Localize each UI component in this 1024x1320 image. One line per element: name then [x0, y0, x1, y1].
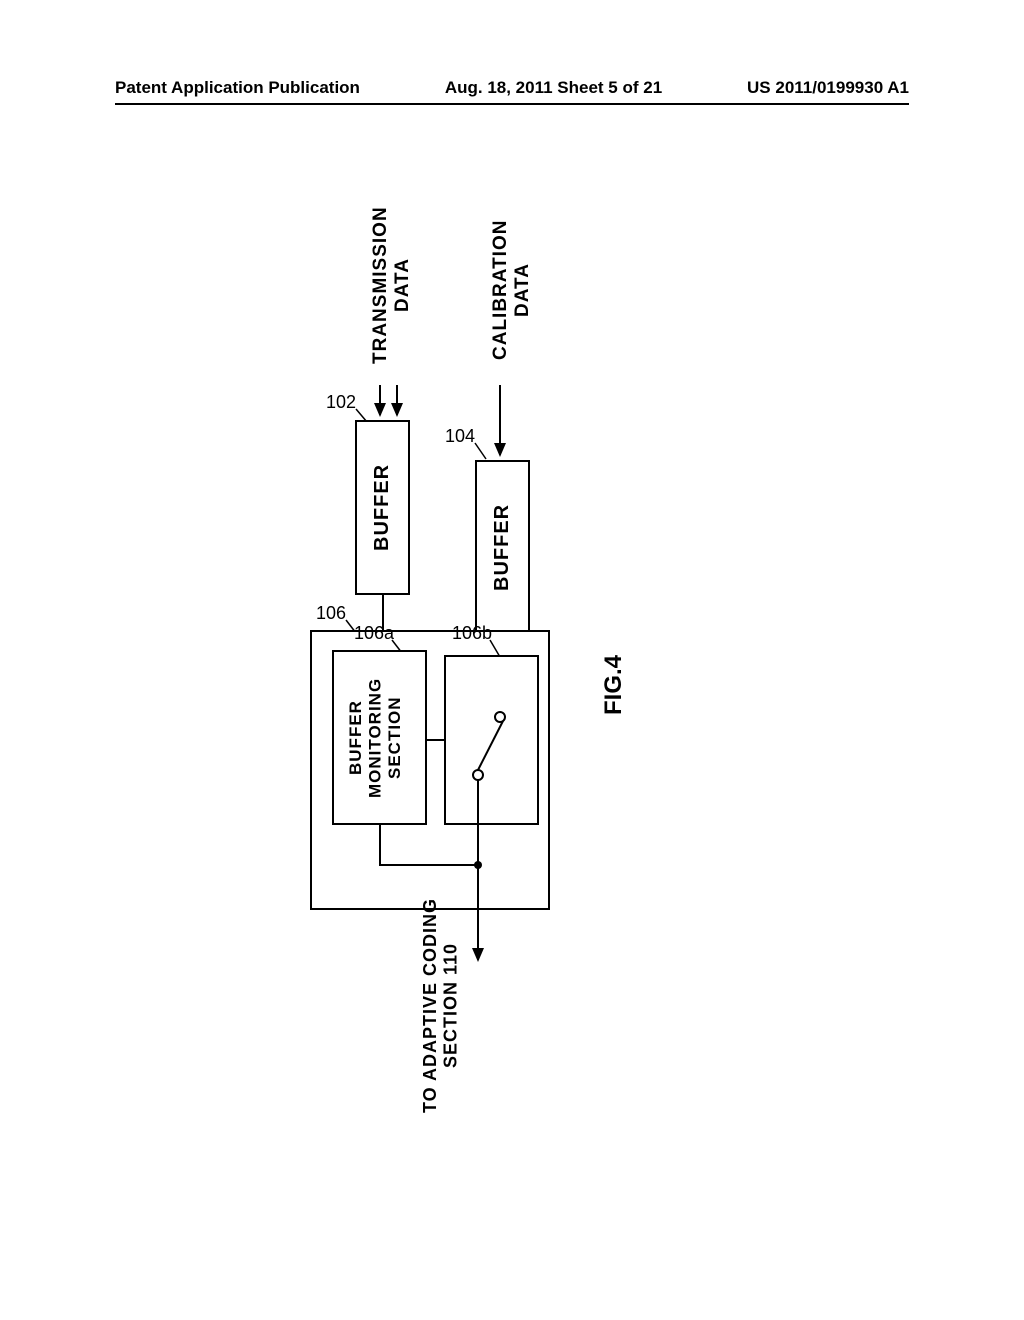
- wire-monitor-out: [0, 145, 1024, 1175]
- figure-label: FIG.4: [600, 625, 628, 715]
- header-right: US 2011/0199930 A1: [747, 78, 909, 98]
- page-header: Patent Application Publication Aug. 18, …: [0, 78, 1024, 98]
- label-output: TO ADAPTIVE CODING SECTION 110: [420, 865, 461, 1145]
- header-center: Aug. 18, 2011 Sheet 5 of 21: [445, 78, 662, 98]
- header-rule: [115, 103, 909, 105]
- header-left: Patent Application Publication: [115, 78, 360, 98]
- diagram: TRANSMISSION DATA CALIBRATION DATA 102 1…: [0, 145, 1024, 1175]
